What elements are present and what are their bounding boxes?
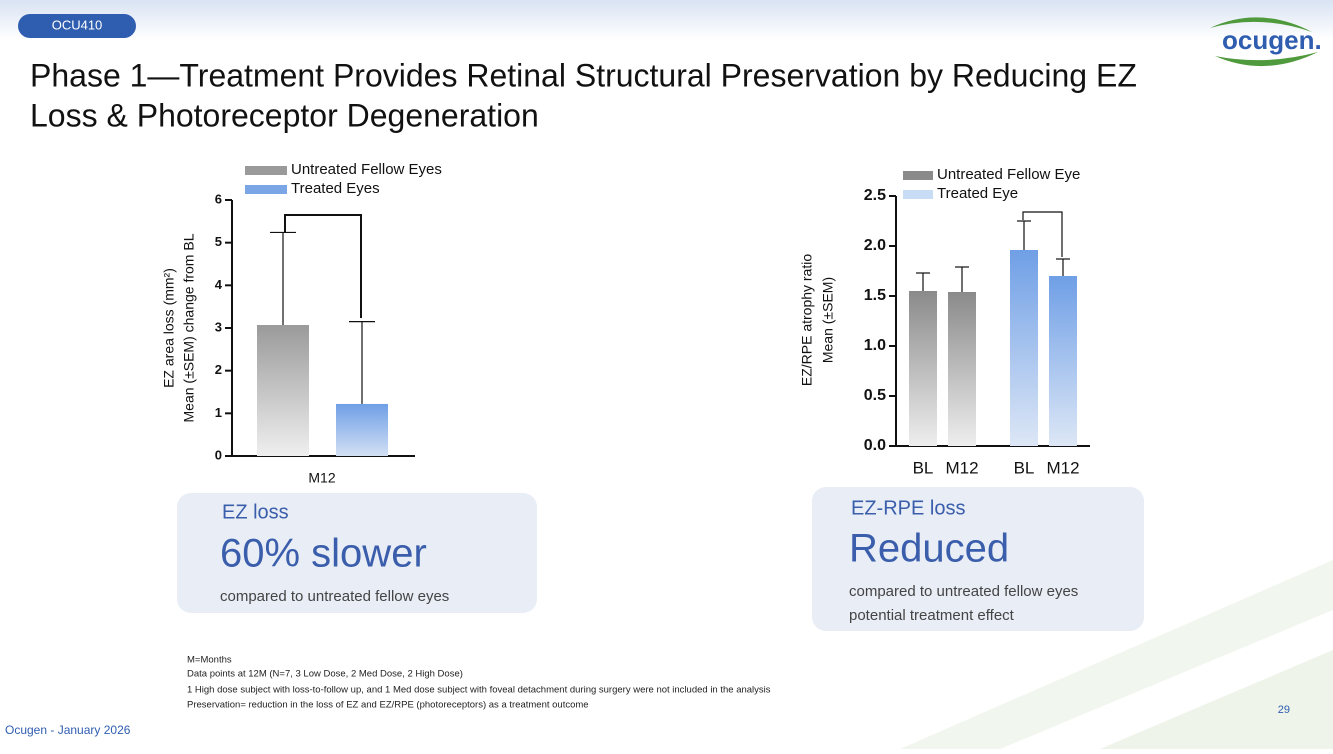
bar [1010,250,1038,446]
y-tick-label: 0.0 [864,437,886,454]
callout-line: compared to untreated fellow eyes [849,583,1078,600]
y-tick-label: 5 [215,234,222,249]
bar [909,291,937,446]
y-axis-label: Mean (±SEM) [820,277,836,363]
bar [948,292,976,446]
tag-pill [18,14,136,38]
callout-box [812,487,1144,631]
y-tick-label: 1.5 [864,287,886,304]
bar [336,403,388,456]
legend-label: Treated Eye [937,185,1018,202]
y-tick-label: 0.5 [864,387,886,404]
y-axis-label: EZ area loss (mm²) [161,268,177,388]
bar [1049,276,1077,446]
title-line: Phase 1—Treatment Provides Retinal Struc… [30,57,1137,93]
decor [900,560,1333,749]
footnote: Data points at 12M (N=7, 3 Low Dose, 2 M… [187,669,463,680]
legend-label: Untreated Fellow Eyes [291,161,442,178]
y-tick-label: 2.5 [864,187,886,204]
y-tick-label: 1 [215,405,222,420]
x-tick-label: M12 [945,458,978,477]
legend-swatch [245,166,287,175]
callout-line: potential treatment effect [849,607,1015,624]
decor [1100,650,1333,749]
top-band [0,0,1333,40]
y-axis-label: EZ/RPE atrophy ratio [799,254,815,386]
callout-box [177,493,537,613]
legend-label: Untreated Fellow Eye [937,166,1080,183]
significance-bracket [1022,211,1063,257]
title-line: Loss & Photoreceptor Degeneration [30,97,539,133]
footnote: 1 High dose subject with loss-to-follow … [187,685,771,696]
legend-swatch [903,190,933,199]
callout-line: compared to untreated fellow eyes [220,588,449,605]
y-tick-label: 1.0 [864,337,886,354]
footnote: M=Months [187,655,232,666]
callout-heading: EZ loss [222,501,289,523]
logo-arc [1210,17,1312,32]
logo: ocugen. [1222,25,1322,55]
tag: OCU410 [52,17,103,32]
y-tick-label: 6 [215,191,222,206]
callout-big: 60% slower [220,532,427,576]
x-tick-label: M12 [308,470,335,486]
y-tick-label: 4 [215,277,223,292]
logo-arc [1215,52,1318,67]
callout-heading: EZ-RPE loss [851,497,965,519]
y-axis-label: Mean (±SEM) change from BL [181,233,197,422]
callout-big: Reduced [849,527,1009,571]
page-number: 29 [1278,704,1290,716]
y-tick-label: 3 [215,319,222,334]
bar [257,325,309,456]
legend-label: Treated Eyes [291,180,380,197]
significance-bracket [284,214,362,318]
x-tick-label: M12 [1046,458,1079,477]
y-tick-label: 2 [215,362,222,377]
y-tick-label: 2.0 [864,237,886,254]
footer-left: Ocugen - January 2026 [5,723,131,737]
x-tick-label: BL [913,458,934,477]
footnote: Preservation= reduction in the loss of E… [187,700,589,711]
x-tick-label: BL [1014,458,1035,477]
y-tick-label: 0 [215,447,222,462]
legend-swatch [245,185,287,194]
legend-swatch [903,171,933,180]
